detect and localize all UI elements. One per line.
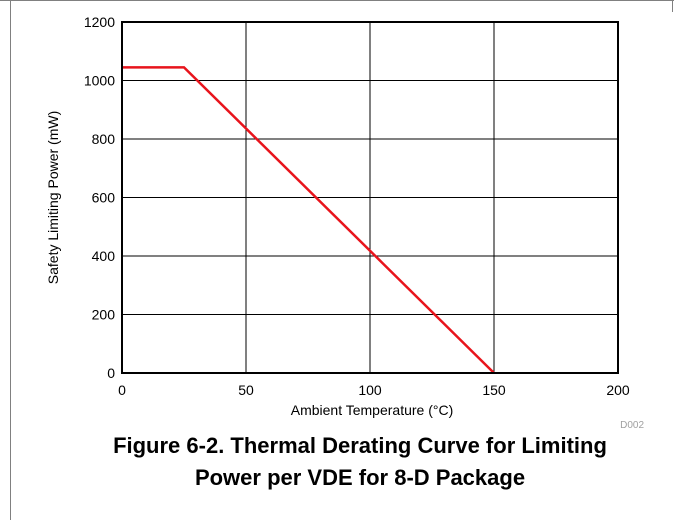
- figure-caption: Figure 6-2. Thermal Derating Curve for L…: [40, 430, 674, 494]
- x-axis-label: Ambient Temperature (°C): [291, 402, 454, 418]
- x-tick-label: 100: [358, 382, 382, 398]
- chart-grid: [122, 22, 618, 373]
- x-tick-label: 0: [118, 382, 126, 398]
- y-tick-labels: 0 200 400 600 800 1000 1200: [84, 14, 115, 381]
- y-tick-label: 1200: [84, 14, 115, 30]
- chart-series: [122, 66, 495, 374]
- right-border-rule: [672, 0, 673, 12]
- y-tick-label: 600: [92, 190, 116, 206]
- derating-curve: [122, 66, 495, 374]
- y-tick-label: 200: [92, 307, 116, 323]
- figure-caption-line-2: Power per VDE for 8-D Package: [194, 465, 526, 490]
- y-axis-label: Safety Limiting Power (mW): [45, 111, 61, 284]
- plot-frame: [121, 21, 619, 374]
- top-border-rule: [0, 0, 674, 1]
- y-tick-label: 0: [107, 365, 115, 381]
- derating-chart: 0 50 100 150 200 0 200 400 600 800 1000 1200 Ambie…: [45, 14, 644, 430]
- y-tick-label: 800: [92, 131, 116, 147]
- figure-caption-line-1: Figure 6-2. Thermal Derating Curve for L…: [113, 433, 607, 458]
- x-tick-label: 150: [482, 382, 506, 398]
- left-border-rule: [10, 0, 11, 520]
- figure-code: D002: [620, 420, 644, 430]
- y-tick-label: 1000: [84, 73, 115, 89]
- y-tick-label: 400: [92, 248, 116, 264]
- x-tick-label: 50: [238, 382, 254, 398]
- x-tick-labels: 0 50 100 150 200: [118, 382, 630, 398]
- x-tick-label: 200: [606, 382, 630, 398]
